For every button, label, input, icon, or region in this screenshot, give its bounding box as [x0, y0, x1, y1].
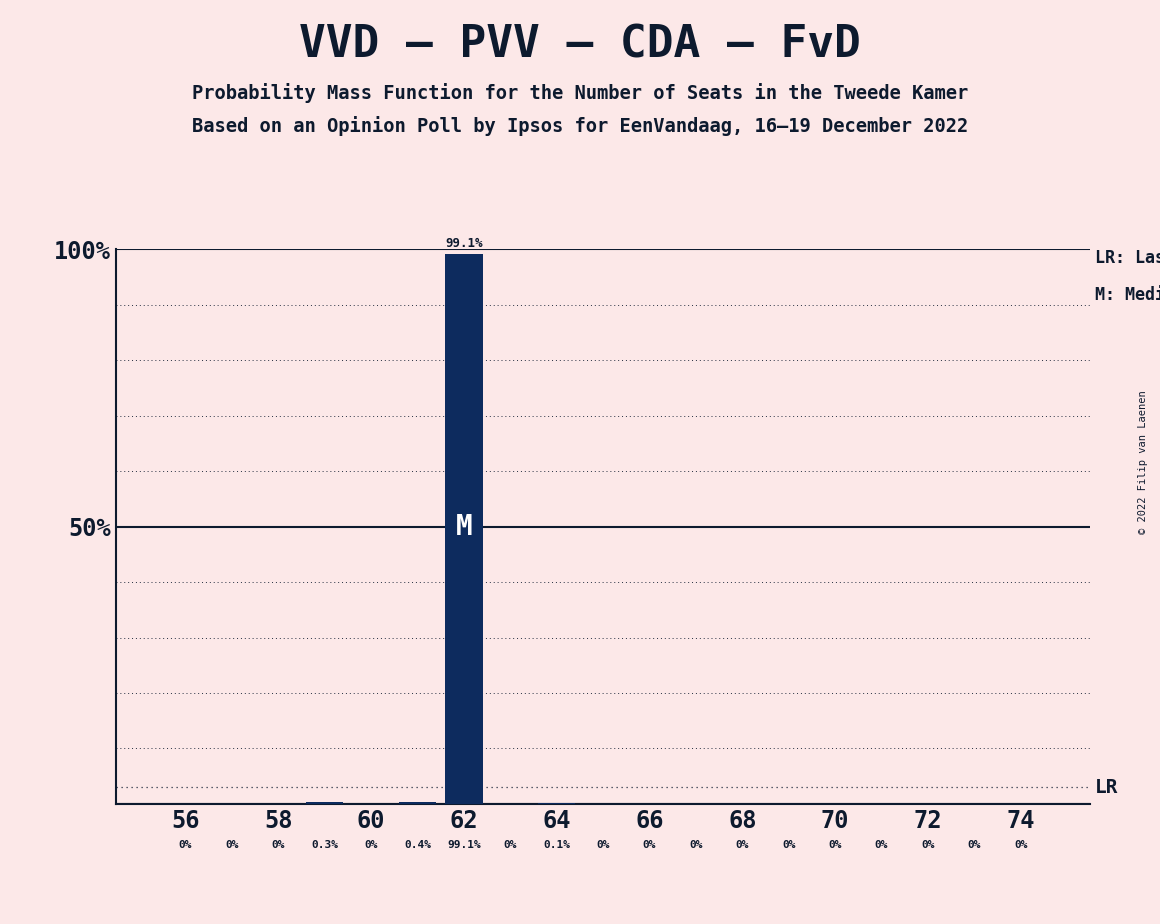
- Text: 0.1%: 0.1%: [543, 840, 571, 850]
- Text: LR: LR: [1095, 778, 1118, 796]
- Text: 0%: 0%: [596, 840, 610, 850]
- Text: 0%: 0%: [179, 840, 193, 850]
- Text: © 2022 Filip van Laenen: © 2022 Filip van Laenen: [1138, 390, 1147, 534]
- Bar: [306, 802, 343, 804]
- Text: 0%: 0%: [1014, 840, 1028, 850]
- Bar: [445, 254, 483, 804]
- Text: M: M: [456, 513, 472, 541]
- Text: 0.3%: 0.3%: [311, 840, 339, 850]
- Text: 0%: 0%: [921, 840, 935, 850]
- Text: 0%: 0%: [643, 840, 657, 850]
- Text: 99.1%: 99.1%: [445, 237, 483, 250]
- Text: 0%: 0%: [782, 840, 796, 850]
- Text: 0.4%: 0.4%: [404, 840, 432, 850]
- Text: Probability Mass Function for the Number of Seats in the Tweede Kamer: Probability Mass Function for the Number…: [191, 83, 969, 103]
- Text: M: Median: M: Median: [1095, 286, 1160, 303]
- Text: 0%: 0%: [503, 840, 517, 850]
- Text: 0%: 0%: [364, 840, 378, 850]
- Text: 0%: 0%: [828, 840, 842, 850]
- Text: 0%: 0%: [875, 840, 889, 850]
- Text: 0%: 0%: [967, 840, 981, 850]
- Text: 0%: 0%: [689, 840, 703, 850]
- Text: 0%: 0%: [271, 840, 285, 850]
- Text: Based on an Opinion Poll by Ipsos for EenVandaag, 16–19 December 2022: Based on an Opinion Poll by Ipsos for Ee…: [191, 116, 969, 136]
- Bar: [399, 802, 436, 804]
- Text: 99.1%: 99.1%: [447, 840, 481, 850]
- Text: 0%: 0%: [735, 840, 749, 850]
- Text: 0%: 0%: [225, 840, 239, 850]
- Text: VVD – PVV – CDA – FvD: VVD – PVV – CDA – FvD: [299, 23, 861, 67]
- Text: LR: Last Result: LR: Last Result: [1095, 249, 1160, 267]
